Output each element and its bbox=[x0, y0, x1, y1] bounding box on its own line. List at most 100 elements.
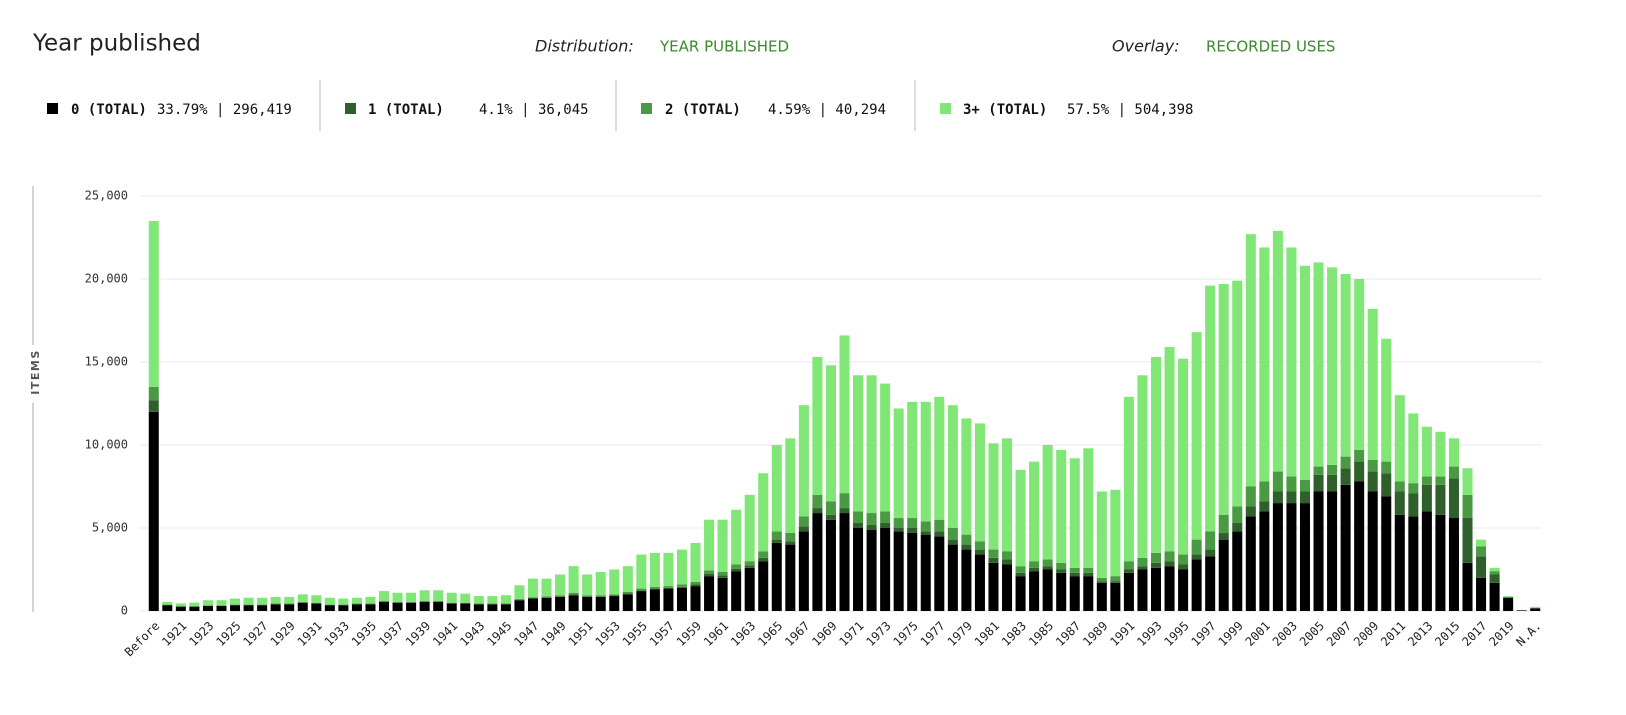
bar-segment[interactable] bbox=[704, 573, 715, 577]
bar-segment[interactable] bbox=[1205, 531, 1216, 550]
bar-segment[interactable] bbox=[1394, 491, 1405, 515]
bar-segment[interactable] bbox=[1462, 494, 1473, 519]
bar-segment[interactable] bbox=[379, 601, 390, 611]
bar-segment[interactable] bbox=[582, 596, 593, 611]
bar-segment[interactable] bbox=[1164, 566, 1175, 611]
bar-segment[interactable] bbox=[338, 598, 349, 605]
bar-segment[interactable] bbox=[771, 539, 782, 543]
bar-segment[interactable] bbox=[622, 591, 633, 594]
bar-segment[interactable] bbox=[1367, 491, 1378, 611]
bar-segment[interactable] bbox=[1489, 574, 1500, 583]
bar-segment[interactable] bbox=[189, 606, 200, 611]
bar-segment[interactable] bbox=[230, 598, 241, 605]
bar-segment[interactable] bbox=[636, 591, 647, 611]
bar-segment[interactable] bbox=[1056, 562, 1067, 570]
bar-segment[interactable] bbox=[284, 596, 295, 604]
bar-segment[interactable] bbox=[392, 592, 403, 602]
bar-segment[interactable] bbox=[1029, 461, 1040, 562]
bar-segment[interactable] bbox=[907, 518, 918, 528]
bar-segment[interactable] bbox=[1029, 567, 1040, 572]
bar-segment[interactable] bbox=[893, 518, 904, 528]
bar-segment[interactable] bbox=[1503, 596, 1514, 597]
bar-segment[interactable] bbox=[920, 531, 931, 535]
bar-segment[interactable] bbox=[717, 571, 728, 576]
legend-label[interactable]: 0 (TOTAL) bbox=[71, 102, 147, 118]
bar-segment[interactable] bbox=[365, 596, 376, 604]
bar-segment[interactable] bbox=[1015, 576, 1026, 611]
bar-segment[interactable] bbox=[1286, 491, 1297, 504]
bar-segment[interactable] bbox=[1164, 347, 1175, 552]
bar-segment[interactable] bbox=[1083, 567, 1094, 573]
bar-segment[interactable] bbox=[1178, 564, 1189, 570]
bar-segment[interactable] bbox=[1002, 438, 1013, 552]
bar-segment[interactable] bbox=[663, 586, 674, 588]
bar-segment[interactable] bbox=[974, 423, 985, 542]
bar-segment[interactable] bbox=[406, 602, 417, 611]
bar-segment[interactable] bbox=[961, 549, 972, 611]
bar-segment[interactable] bbox=[1123, 569, 1134, 573]
bar-segment[interactable] bbox=[1476, 546, 1487, 557]
bar-segment[interactable] bbox=[622, 594, 633, 611]
bar-segment[interactable] bbox=[690, 581, 701, 585]
bar-segment[interactable] bbox=[514, 585, 525, 599]
bar-segment[interactable] bbox=[473, 604, 484, 611]
bar-segment[interactable] bbox=[663, 588, 674, 611]
bar-segment[interactable] bbox=[825, 514, 836, 520]
bar-segment[interactable] bbox=[853, 375, 864, 512]
bar-segment[interactable] bbox=[785, 532, 796, 542]
bar-segment[interactable] bbox=[1381, 461, 1392, 474]
bar-segment[interactable] bbox=[1015, 566, 1026, 573]
bar-segment[interactable] bbox=[974, 549, 985, 555]
bar-segment[interactable] bbox=[731, 568, 742, 572]
bar-segment[interactable] bbox=[744, 494, 755, 562]
bar-segment[interactable] bbox=[907, 532, 918, 611]
bar-segment[interactable] bbox=[1327, 491, 1338, 611]
bar-segment[interactable] bbox=[676, 587, 687, 611]
bar-segment[interactable] bbox=[555, 595, 566, 597]
bar-segment[interactable] bbox=[487, 596, 498, 604]
bar-segment[interactable] bbox=[744, 567, 755, 611]
bar-segment[interactable] bbox=[243, 597, 254, 605]
bar-segment[interactable] bbox=[717, 519, 728, 572]
bar-segment[interactable] bbox=[1245, 516, 1256, 611]
bar-segment[interactable] bbox=[609, 595, 620, 597]
bar-segment[interactable] bbox=[839, 508, 850, 514]
bar-segment[interactable] bbox=[1476, 556, 1487, 578]
bar-segment[interactable] bbox=[731, 509, 742, 565]
bar-segment[interactable] bbox=[1421, 511, 1432, 611]
bar-segment[interactable] bbox=[649, 589, 660, 611]
bar-segment[interactable] bbox=[1002, 559, 1013, 565]
bar-segment[interactable] bbox=[1408, 516, 1419, 611]
bar-segment[interactable] bbox=[731, 564, 742, 569]
bar-segment[interactable] bbox=[636, 554, 647, 589]
bar-segment[interactable] bbox=[1164, 551, 1175, 562]
bar-segment[interactable] bbox=[1299, 265, 1310, 480]
bar-segment[interactable] bbox=[920, 401, 931, 522]
bar-segment[interactable] bbox=[1069, 572, 1080, 577]
bar-segment[interactable] bbox=[1435, 514, 1446, 611]
bar-segment[interactable] bbox=[934, 536, 945, 611]
bar-segment[interactable] bbox=[649, 588, 660, 590]
bar-segment[interactable] bbox=[1015, 469, 1026, 567]
bar-segment[interactable] bbox=[500, 595, 511, 604]
bar-segment[interactable] bbox=[1096, 577, 1107, 582]
bar-segment[interactable] bbox=[487, 604, 498, 611]
bar-segment[interactable] bbox=[1530, 606, 1541, 608]
bar-segment[interactable] bbox=[1462, 562, 1473, 611]
bar-segment[interactable] bbox=[1218, 532, 1229, 540]
bar-segment[interactable] bbox=[1205, 285, 1216, 532]
bar-segment[interactable] bbox=[433, 590, 444, 602]
bar-segment[interactable] bbox=[148, 411, 159, 611]
bar-segment[interactable] bbox=[785, 544, 796, 611]
bar-segment[interactable] bbox=[257, 597, 268, 605]
bar-segment[interactable] bbox=[1232, 531, 1243, 611]
bar-segment[interactable] bbox=[1354, 481, 1365, 611]
bar-segment[interactable] bbox=[1259, 247, 1270, 482]
bar-segment[interactable] bbox=[1381, 473, 1392, 497]
legend-label[interactable]: 2 (TOTAL) bbox=[665, 102, 741, 118]
bar-segment[interactable] bbox=[446, 603, 457, 611]
bar-segment[interactable] bbox=[1489, 571, 1500, 575]
bar-segment[interactable] bbox=[1435, 476, 1446, 485]
bar-segment[interactable] bbox=[866, 375, 877, 514]
bar-segment[interactable] bbox=[189, 602, 200, 607]
